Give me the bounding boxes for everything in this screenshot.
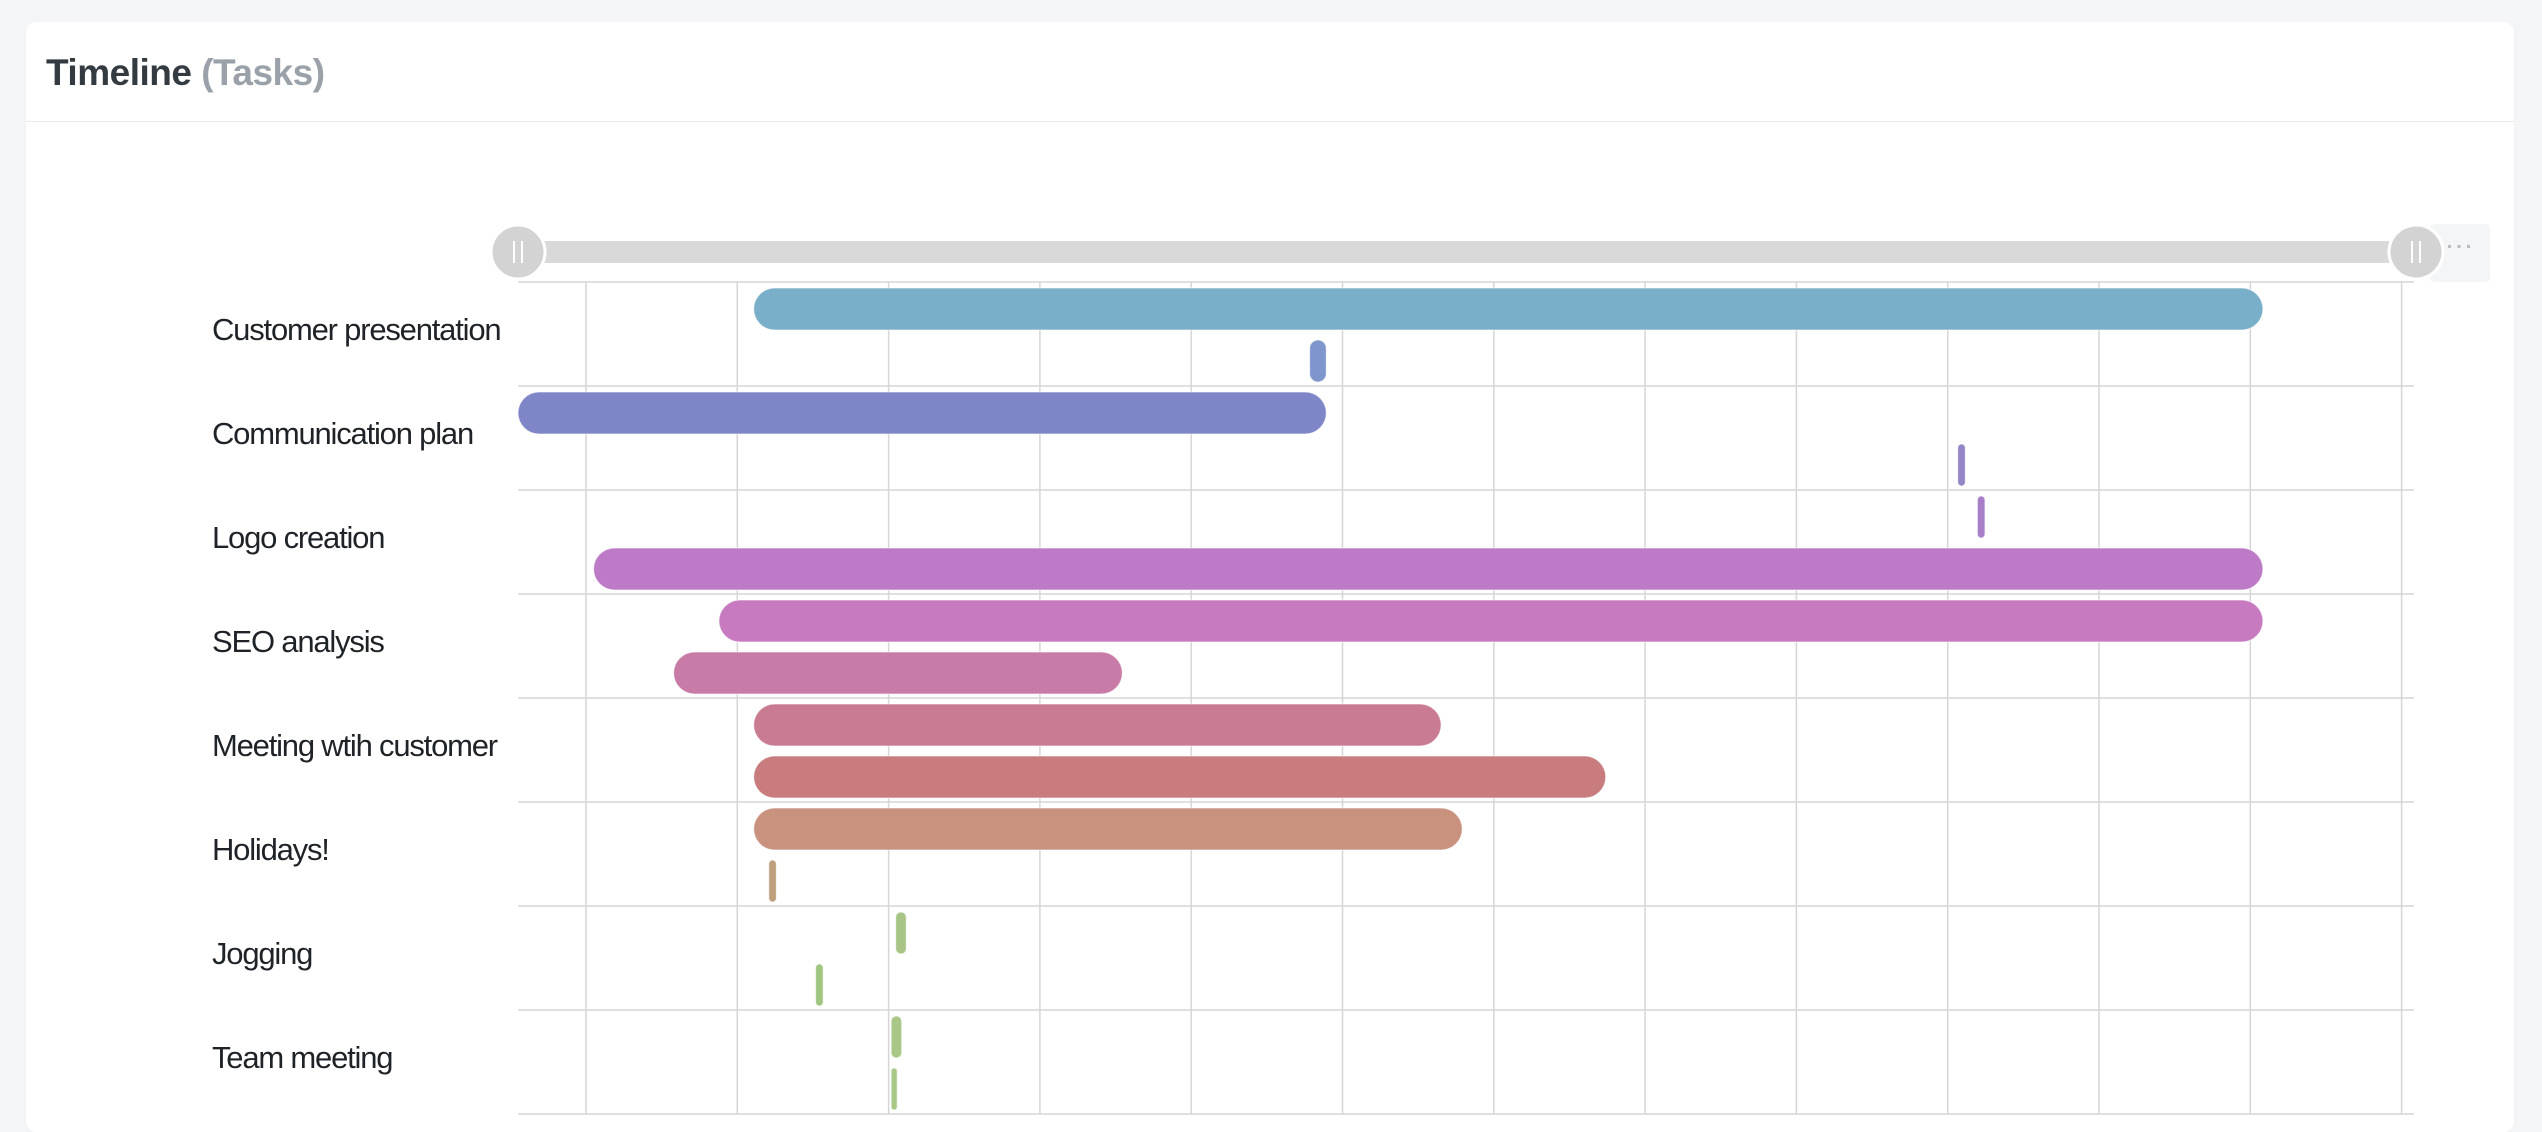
- category-label: Communication plan: [212, 416, 473, 451]
- task-bar[interactable]: [1976, 495, 1986, 539]
- task-bar[interactable]: [895, 911, 907, 955]
- ellipsis-icon: …: [2444, 222, 2476, 255]
- category-label: Team meeting: [212, 1040, 392, 1075]
- task-bar[interactable]: [1309, 339, 1327, 383]
- card-header: Timeline (Tasks): [26, 22, 2514, 122]
- task-bar[interactable]: [1957, 443, 1966, 487]
- task-bar[interactable]: [753, 703, 1442, 747]
- handle-circle[interactable]: [489, 223, 547, 281]
- category-label: Logo creation: [212, 520, 384, 555]
- task-bar[interactable]: [890, 1015, 903, 1059]
- task-bar[interactable]: [753, 807, 1463, 851]
- page-title: Timeline (Tasks): [46, 52, 325, 94]
- scrollbar-track[interactable]: [518, 241, 2416, 263]
- task-bar[interactable]: [815, 963, 824, 1007]
- task-bar[interactable]: [593, 547, 2264, 591]
- scrollbar-end-handle[interactable]: [2387, 223, 2445, 281]
- timeline-scrollbar[interactable]: [489, 223, 2445, 281]
- task-bar[interactable]: [753, 755, 1607, 799]
- task-bar[interactable]: [673, 651, 1123, 695]
- category-label: Holidays!: [212, 832, 329, 867]
- task-bar[interactable]: [890, 1067, 898, 1111]
- handle-circle[interactable]: [2387, 223, 2445, 281]
- task-bar[interactable]: [768, 859, 777, 903]
- scrollbar-start-handle[interactable]: [489, 223, 547, 281]
- task-bar[interactable]: [718, 599, 2264, 643]
- task-bar[interactable]: [753, 287, 2264, 331]
- category-labels: Customer presentation Communication plan L…: [212, 312, 502, 1075]
- category-label: Meeting wtih customer: [212, 728, 498, 763]
- category-label: Customer presentation: [212, 312, 500, 347]
- task-bars: [517, 287, 2264, 1111]
- title-text: Timeline: [46, 52, 192, 93]
- task-bar[interactable]: [517, 391, 1327, 435]
- title-subtitle: (Tasks): [201, 52, 325, 93]
- category-label: Jogging: [212, 936, 312, 971]
- category-label: SEO analysis: [212, 624, 384, 659]
